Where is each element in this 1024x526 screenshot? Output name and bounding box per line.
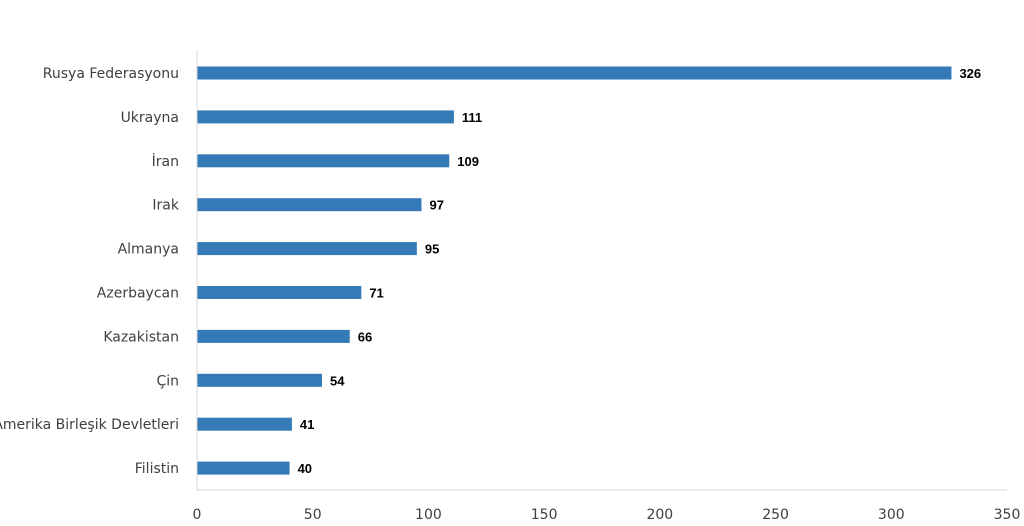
category-label: Ukrayna [121, 110, 179, 126]
data-label: 71 [369, 286, 383, 301]
category-label: Azerbaycan [97, 286, 179, 302]
x-tick-label: 350 [994, 507, 1021, 523]
bar [197, 110, 454, 124]
data-label: 95 [425, 242, 439, 257]
data-label: 326 [959, 66, 981, 81]
data-label: 97 [429, 198, 443, 213]
data-label: 40 [298, 461, 312, 476]
data-label: 109 [457, 154, 479, 169]
bar [197, 461, 290, 475]
bar [197, 66, 952, 80]
data-labels: 326 111 109 97 95 71 66 54 41 40 [298, 66, 982, 476]
category-label: İran [152, 152, 179, 170]
data-label: 66 [358, 329, 372, 344]
bar [197, 417, 292, 431]
bar [197, 373, 322, 387]
x-tick-label: 50 [304, 507, 322, 523]
x-tick-label: 250 [762, 507, 789, 523]
category-label: Amerika Birleşik Devletleri [0, 417, 179, 433]
x-tick-labels: 0 50 100 150 200 250 300 350 [193, 507, 1021, 523]
bar [197, 198, 422, 212]
x-tick-label: 200 [646, 507, 673, 523]
category-label: Irak [152, 198, 179, 214]
data-label: 41 [300, 417, 314, 432]
data-label: 54 [330, 373, 345, 388]
category-labels: Rusya Federasyonu Ukrayna İran Irak Almanya A… [0, 66, 180, 477]
x-tick-label: 0 [193, 507, 202, 523]
bar [197, 329, 350, 343]
bar [197, 242, 417, 256]
category-label: Rusya Federasyonu [43, 66, 179, 82]
bars [197, 66, 952, 475]
data-label: 111 [462, 110, 482, 125]
x-tick-label: 150 [531, 507, 558, 523]
bar [197, 286, 362, 299]
category-label: Almanya [118, 242, 179, 258]
bar [197, 154, 450, 168]
category-label: Çin [156, 373, 179, 389]
category-label: Filistin [135, 461, 179, 477]
category-label: Kazakistan [103, 329, 179, 345]
x-tick-label: 100 [415, 507, 442, 523]
x-tick-label: 300 [878, 507, 905, 523]
